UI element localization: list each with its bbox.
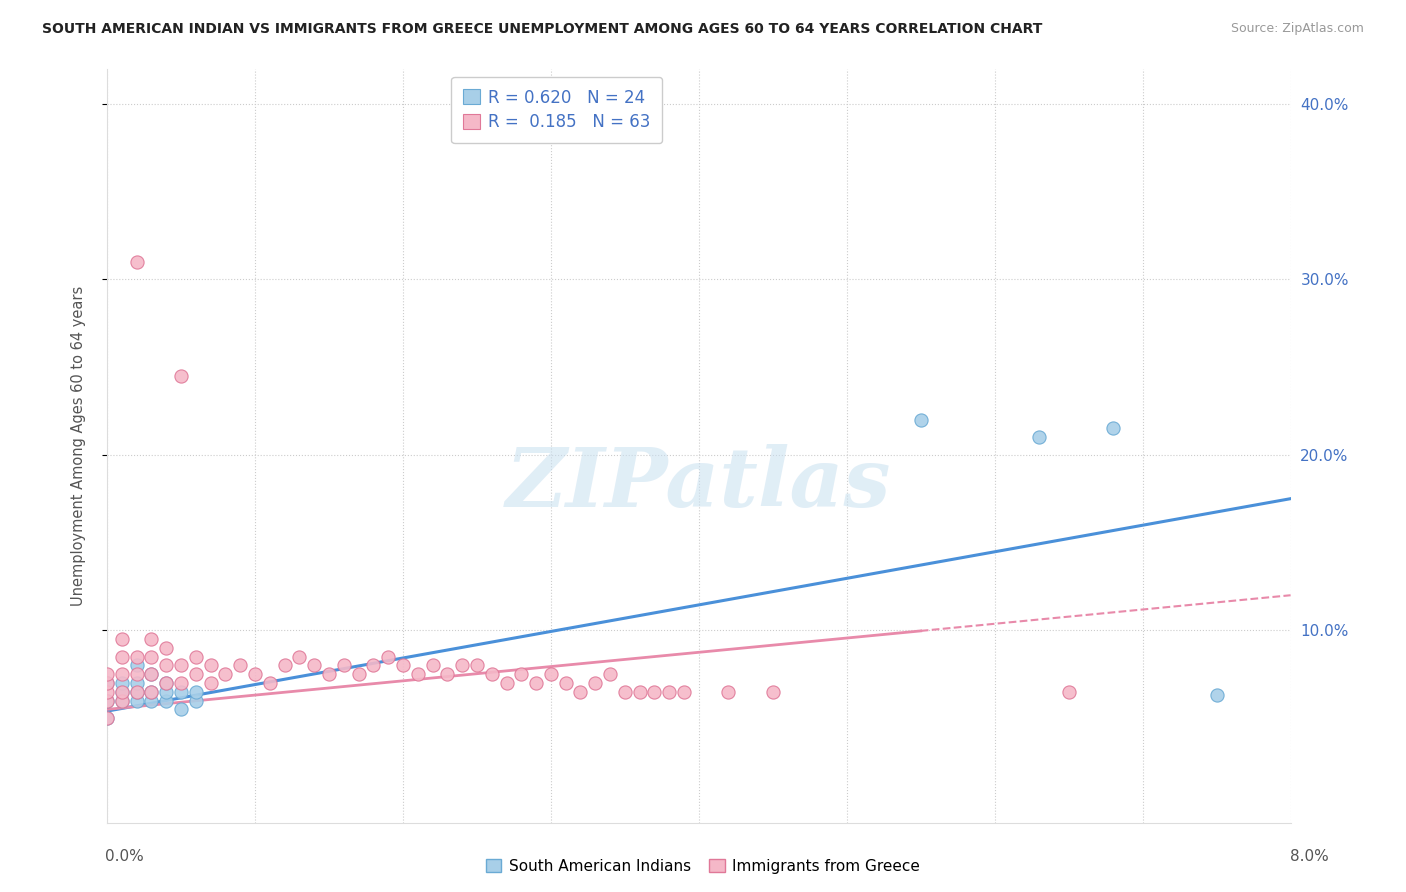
Point [406,667,429,681]
Point [184,693,207,707]
Point [333,658,356,673]
Point [155,676,177,690]
Point [392,658,415,673]
Point [96,693,118,707]
Point [111,685,134,699]
Point [155,676,177,690]
Point [125,685,148,699]
Point [125,693,148,707]
Point [318,667,340,681]
Point [170,702,193,716]
Point [111,685,134,699]
Point [583,676,606,690]
Text: Source: ZipAtlas.com: Source: ZipAtlas.com [1230,22,1364,36]
Point [377,649,399,664]
Point [111,649,134,664]
Point [96,676,118,690]
Legend: R = 0.620   N = 24, R =  0.185   N = 63: R = 0.620 N = 24, R = 0.185 N = 63 [451,77,662,143]
Point [200,676,222,690]
Point [141,632,163,647]
Text: 8.0%: 8.0% [1289,849,1329,863]
Point [155,640,177,655]
Point [910,412,932,426]
Point [524,676,547,690]
Y-axis label: Unemployment Among Ages 60 to 64 years: Unemployment Among Ages 60 to 64 years [72,285,86,607]
Point [569,685,592,699]
Text: ZIPatlas: ZIPatlas [506,443,891,524]
Point [111,632,134,647]
Point [465,658,488,673]
Point [170,685,193,699]
Point [302,658,325,673]
Point [96,676,118,690]
Point [125,685,148,699]
Point [111,693,134,707]
Point [155,658,177,673]
Point [628,685,651,699]
Point [214,667,236,681]
Point [658,685,681,699]
Point [170,676,193,690]
Point [141,667,163,681]
Point [273,658,295,673]
Point [184,685,207,699]
Point [170,658,193,673]
Text: SOUTH AMERICAN INDIAN VS IMMIGRANTS FROM GREECE UNEMPLOYMENT AMONG AGES 60 TO 64: SOUTH AMERICAN INDIAN VS IMMIGRANTS FROM… [42,22,1043,37]
Point [436,667,458,681]
Point [184,667,207,681]
Point [363,658,385,673]
Point [96,685,118,699]
Point [125,658,148,673]
Point [540,667,562,681]
Legend: South American Indians, Immigrants from Greece: South American Indians, Immigrants from … [479,853,927,880]
Point [347,667,370,681]
Point [184,649,207,664]
Point [243,667,266,681]
Point [155,685,177,699]
Point [155,693,177,707]
Point [599,667,621,681]
Point [495,676,517,690]
Point [288,649,311,664]
Point [1205,688,1227,702]
Text: 0.0%: 0.0% [105,849,145,863]
Point [125,254,148,268]
Point [125,649,148,664]
Point [141,667,163,681]
Point [125,667,148,681]
Point [111,676,134,690]
Point [259,676,281,690]
Point [1102,421,1125,435]
Point [141,649,163,664]
Point [554,676,576,690]
Point [613,685,636,699]
Point [643,685,665,699]
Point [96,711,118,725]
Point [229,658,252,673]
Point [717,685,740,699]
Point [111,667,134,681]
Point [96,667,118,681]
Point [96,711,118,725]
Point [141,693,163,707]
Point [510,667,533,681]
Point [451,658,474,673]
Point [125,676,148,690]
Point [1057,685,1080,699]
Point [1028,430,1050,444]
Point [170,368,193,383]
Point [111,693,134,707]
Point [96,693,118,707]
Point [200,658,222,673]
Point [141,685,163,699]
Point [673,685,696,699]
Point [422,658,444,673]
Point [481,667,503,681]
Point [141,685,163,699]
Point [762,685,785,699]
